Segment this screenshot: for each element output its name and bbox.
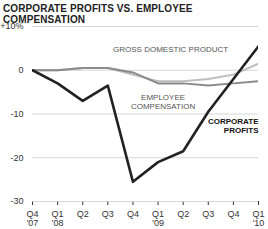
svg-text:Q4: Q4	[127, 209, 139, 219]
svg-text:EMPLOYEECOMPENSATION: EMPLOYEECOMPENSATION	[131, 93, 196, 110]
svg-text:Q4'07: Q4'07	[26, 209, 38, 228]
svg-text:-20: -20	[10, 153, 23, 163]
svg-text:CORPORATEPROFITS: CORPORATEPROFITS	[208, 117, 259, 134]
svg-text:Q1'08: Q1'08	[52, 209, 64, 228]
svg-text:Q3: Q3	[202, 209, 214, 219]
svg-text:Q1'09: Q1'09	[152, 209, 164, 228]
svg-text:Q3: Q3	[102, 209, 114, 219]
svg-text:-30: -30	[10, 196, 23, 206]
svg-text:-10: -10	[10, 109, 23, 119]
svg-text:Q1'10: Q1'10	[252, 209, 264, 228]
svg-text:0: 0	[18, 65, 23, 75]
svg-text:+10%: +10%	[0, 21, 23, 31]
svg-text:GROSS DOMESTIC PRODUCT: GROSS DOMESTIC PRODUCT	[113, 45, 228, 54]
svg-text:Q2: Q2	[177, 209, 189, 219]
svg-text:Q4: Q4	[227, 209, 239, 219]
svg-text:Q2: Q2	[77, 209, 89, 219]
